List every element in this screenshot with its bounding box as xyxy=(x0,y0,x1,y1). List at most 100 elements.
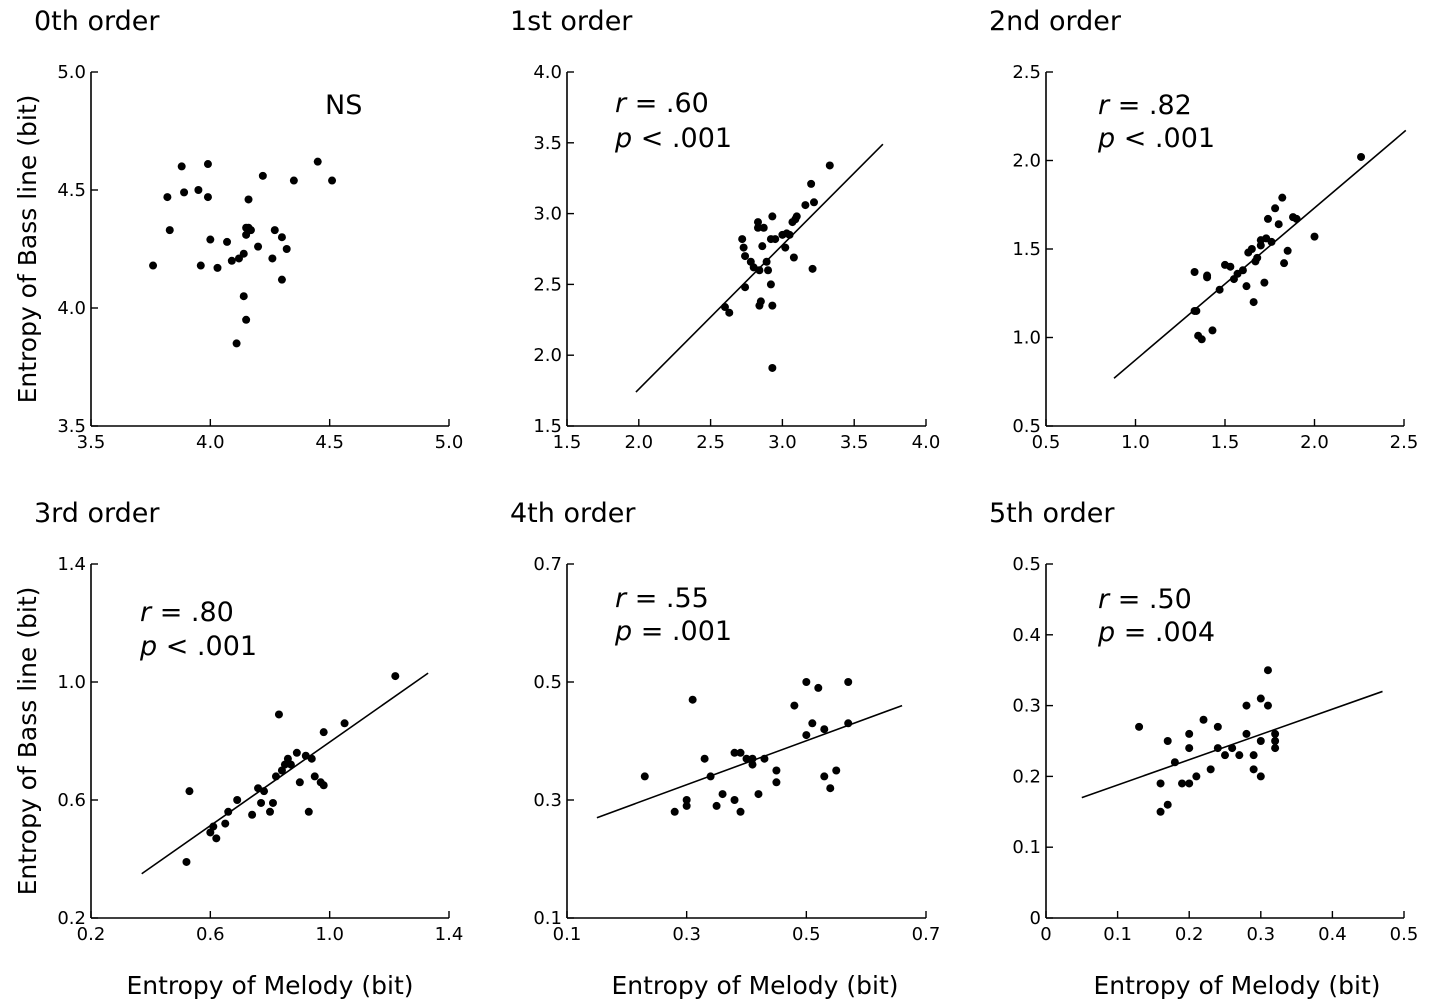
data-point xyxy=(180,188,189,197)
x-tick-label: 1.0 xyxy=(1121,432,1150,453)
y-tick-label: 3.5 xyxy=(533,133,562,154)
regression-line xyxy=(596,704,903,819)
data-point xyxy=(196,261,205,270)
panel-title: 3rd order xyxy=(34,498,160,529)
data-point xyxy=(328,176,337,185)
data-point xyxy=(772,766,781,775)
data-point xyxy=(682,796,691,804)
data-point xyxy=(725,308,734,317)
data-point xyxy=(748,760,757,769)
data-point xyxy=(1185,744,1194,753)
data-point xyxy=(756,297,765,306)
data-point xyxy=(304,807,313,816)
data-point xyxy=(233,796,242,804)
r-value-label: r = .80 xyxy=(140,597,234,628)
data-point xyxy=(239,249,248,258)
data-point xyxy=(772,778,781,787)
r-value-label: r = .55 xyxy=(615,583,709,614)
data-point xyxy=(283,754,292,763)
data-point xyxy=(1283,246,1292,255)
data-point xyxy=(738,235,747,244)
data-point xyxy=(277,233,286,242)
data-point xyxy=(820,772,829,781)
data-point xyxy=(1163,800,1172,809)
data-point xyxy=(759,223,768,232)
data-point xyxy=(1247,245,1256,253)
data-point xyxy=(286,760,295,769)
y-tick-label: 2.0 xyxy=(533,345,562,366)
data-point xyxy=(832,766,841,775)
x-tick-label: 4.0 xyxy=(196,432,225,453)
p-value-label: p = .001 xyxy=(614,616,732,647)
data-point xyxy=(808,264,817,273)
data-point xyxy=(340,719,349,728)
x-tick-label: 2.0 xyxy=(1300,432,1329,453)
data-point xyxy=(1238,266,1247,275)
data-point xyxy=(163,193,172,202)
data-point xyxy=(825,161,834,170)
data-point xyxy=(254,784,263,793)
data-point xyxy=(742,754,751,763)
data-point xyxy=(1185,729,1194,738)
data-point xyxy=(844,719,853,728)
data-point xyxy=(792,212,801,221)
x-tick-label: 0.4 xyxy=(1318,924,1347,945)
data-point xyxy=(1249,298,1258,307)
y-tick-label: 4.0 xyxy=(533,62,562,83)
p-value-label: p < .001 xyxy=(139,631,257,662)
data-point xyxy=(1242,729,1251,738)
data-point xyxy=(754,790,763,799)
data-point xyxy=(301,751,310,760)
data-point xyxy=(741,283,750,292)
panel-5: 5th order 0 0.1 0.2 0.3 0.4 0.5 0 0.1 0.2 0.3 0.4 0.… xyxy=(989,498,1418,945)
y-tick-label: 2.5 xyxy=(533,274,562,295)
data-point xyxy=(762,257,771,266)
data-point xyxy=(277,766,286,775)
data-point xyxy=(203,193,212,202)
y-tick-label: 0.4 xyxy=(1012,625,1041,646)
data-point xyxy=(1267,237,1276,246)
x-axis-label: Entropy of Melody (bit) xyxy=(611,971,898,999)
x-tick-label: 4.0 xyxy=(912,432,941,453)
data-point xyxy=(1256,737,1265,745)
data-point xyxy=(1163,737,1172,745)
data-point xyxy=(1213,744,1222,753)
data-point xyxy=(282,245,291,253)
panel-2: 2nd order 0.5 1.0 1.5 2.0 2.5 0.5 1.0 1.5 2.0 2.5 r… xyxy=(989,6,1418,453)
x-tick-label: 0.1 xyxy=(553,924,582,945)
data-point xyxy=(1242,701,1251,710)
x-tick-label: 1.4 xyxy=(435,924,464,945)
data-point xyxy=(280,760,289,769)
panel-title: 0th order xyxy=(34,6,160,37)
y-tick-label: 0.1 xyxy=(533,908,562,929)
data-point xyxy=(1256,772,1265,781)
data-point xyxy=(268,798,277,807)
data-point xyxy=(1156,807,1165,816)
data-point xyxy=(206,828,215,837)
data-point xyxy=(1271,729,1280,738)
x-tick-label: 3.0 xyxy=(768,432,797,453)
data-point xyxy=(185,787,194,796)
x-tick-label: 1.5 xyxy=(553,432,582,453)
data-point xyxy=(1178,779,1187,788)
data-point xyxy=(720,303,729,312)
data-point xyxy=(758,242,767,251)
data-point xyxy=(203,160,212,169)
regression-line xyxy=(1113,129,1407,379)
data-point xyxy=(753,223,762,232)
data-point xyxy=(640,772,649,781)
y-tick-label: 0.5 xyxy=(1012,416,1041,437)
data-point xyxy=(224,807,233,816)
data-point xyxy=(814,683,823,692)
y-tick-label: 0.1 xyxy=(1012,837,1041,858)
y-tick-label: 0 xyxy=(1030,908,1041,929)
data-point xyxy=(1310,232,1319,241)
data-point xyxy=(268,254,277,263)
data-point xyxy=(802,731,811,740)
y-tick-label: 0.2 xyxy=(57,908,86,929)
data-point xyxy=(223,237,232,246)
data-point xyxy=(260,787,269,796)
data-point xyxy=(741,252,750,261)
r-value-label: r = .82 xyxy=(1098,90,1192,121)
data-point xyxy=(781,243,790,252)
